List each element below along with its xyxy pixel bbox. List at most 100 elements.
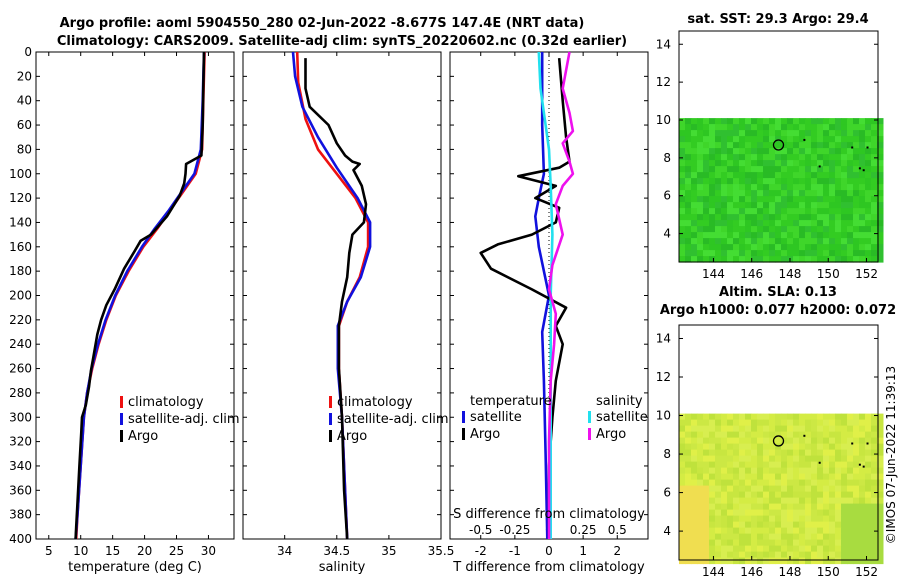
field-cell [721, 485, 728, 493]
field-cell [793, 491, 800, 499]
field-cell [733, 178, 740, 185]
field-cell [703, 461, 710, 469]
field-cell [775, 557, 782, 565]
series-line-satellite-adj-clim [291, 51, 372, 540]
field-cell [877, 527, 884, 535]
field-cell [787, 515, 794, 523]
field-cell [787, 238, 794, 245]
field-cell [757, 467, 764, 475]
field-cell [859, 178, 866, 185]
field-cell [811, 136, 818, 143]
field-cell [775, 130, 782, 137]
field-cell [727, 214, 734, 221]
field-cell [763, 190, 770, 197]
field-cell [811, 413, 818, 421]
field-cell [727, 130, 734, 137]
field-cell [769, 539, 776, 547]
field-cell [775, 214, 782, 221]
field-cell [739, 220, 746, 227]
field-cell [871, 208, 878, 215]
field-cell [763, 124, 770, 131]
field-cell [697, 160, 704, 167]
field-cell [823, 184, 830, 191]
field-cell [739, 437, 746, 445]
field-cell [769, 479, 776, 487]
field-cell [823, 467, 830, 475]
field-cell [721, 196, 728, 203]
field-cell [757, 491, 764, 499]
field-cell [721, 244, 728, 251]
field-cell [865, 256, 872, 263]
field-cell [847, 551, 854, 559]
field-cell [829, 166, 836, 173]
y-tick-label: 300 [9, 410, 32, 424]
field-cell [709, 220, 716, 227]
field-cell [865, 136, 872, 143]
field-cell [853, 461, 860, 469]
field-cell [757, 130, 764, 137]
field-cell [775, 166, 782, 173]
field-cell [811, 491, 818, 499]
field-cell [697, 419, 704, 427]
field-cell [697, 154, 704, 161]
field-cell [679, 557, 686, 565]
field-cell [751, 425, 758, 433]
field-cell [679, 202, 686, 209]
field-cell [751, 467, 758, 475]
series-line-climatology [295, 51, 370, 540]
field-cell [877, 509, 884, 517]
field-cell [847, 497, 854, 505]
field-cell [763, 557, 770, 565]
field-cell [745, 431, 752, 439]
field-cell [853, 130, 860, 137]
field-cell [811, 166, 818, 173]
field-cell [763, 497, 770, 505]
field-cell [745, 521, 752, 529]
field-cell [751, 238, 758, 245]
field-cell [847, 449, 854, 457]
field-cell [817, 136, 824, 143]
field-cell [697, 220, 704, 227]
field-cell [745, 479, 752, 487]
field-cell [799, 533, 806, 541]
field-cell [817, 521, 824, 529]
field-cell [805, 208, 812, 215]
field-cell [805, 256, 812, 263]
field-cell [781, 196, 788, 203]
field-cell [739, 172, 746, 179]
field-cell [733, 443, 740, 451]
field-cell [823, 118, 830, 125]
field-cell [751, 190, 758, 197]
field-cell [745, 527, 752, 535]
field-cell [859, 220, 866, 227]
field-cell [775, 190, 782, 197]
field-cell [871, 160, 878, 167]
field-cell [709, 214, 716, 221]
field-cell [853, 160, 860, 167]
field-cell [781, 443, 788, 451]
field-cell [697, 244, 704, 251]
field-cell [871, 533, 878, 541]
field-cell [871, 491, 878, 499]
field-cell [799, 425, 806, 433]
field-cell [745, 491, 752, 499]
field-cell [751, 118, 758, 125]
field-cell [745, 208, 752, 215]
y-tick-label: 360 [9, 483, 32, 497]
field-cell [727, 521, 734, 529]
field-cell [853, 437, 860, 445]
field-cell [733, 557, 740, 565]
field-cell [751, 148, 758, 155]
field-cell [859, 545, 866, 553]
field-cell [715, 244, 722, 251]
field-cell [697, 208, 704, 215]
field-cell [775, 527, 782, 535]
field-cell [799, 485, 806, 493]
field-cell [871, 130, 878, 137]
field-cell [877, 256, 884, 263]
field-cell [835, 473, 842, 481]
field-cell [733, 250, 740, 257]
field-cell [859, 124, 866, 131]
field-cell [781, 166, 788, 173]
field-cell [859, 425, 866, 433]
